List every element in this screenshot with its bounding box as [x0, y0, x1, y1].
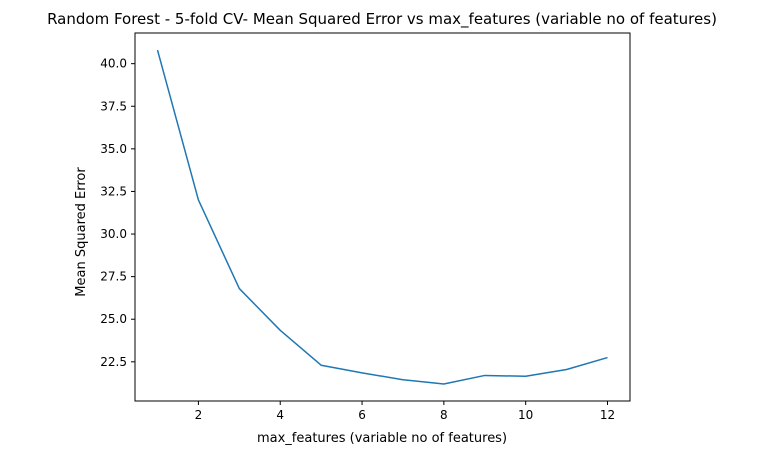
y-tick-label: 37.5	[100, 99, 127, 113]
x-tick-label: 6	[358, 408, 366, 422]
y-tick-label: 35.0	[100, 142, 127, 156]
chart-title: Random Forest - 5-fold CV- Mean Squared …	[47, 10, 717, 29]
y-tick-label: 32.5	[100, 184, 127, 198]
y-tick-label: 22.5	[100, 355, 127, 369]
x-tick-label: 4	[276, 408, 284, 422]
y-tick-label: 27.5	[100, 270, 127, 284]
x-axis-label: max_features (variable no of features)	[257, 431, 507, 446]
x-tick-label: 8	[440, 408, 448, 422]
y-tick-label: 30.0	[100, 227, 127, 241]
x-tick-label: 10	[518, 408, 533, 422]
x-tick-label: 12	[600, 408, 615, 422]
y-axis-label: Mean Squared Error	[74, 167, 89, 297]
plot-frame	[134, 32, 631, 402]
plot-area	[156, 49, 608, 385]
x-axis: 2 4 6 8 10 12	[195, 401, 615, 422]
y-tick-label: 40.0	[100, 57, 127, 71]
y-tick-label: 25.0	[100, 312, 127, 326]
x-tick-label: 2	[195, 408, 203, 422]
series-line	[156, 49, 608, 385]
y-axis: 22.5 25.0 27.5 30.0 32.5 35.0 37.5 40.0	[100, 57, 135, 369]
